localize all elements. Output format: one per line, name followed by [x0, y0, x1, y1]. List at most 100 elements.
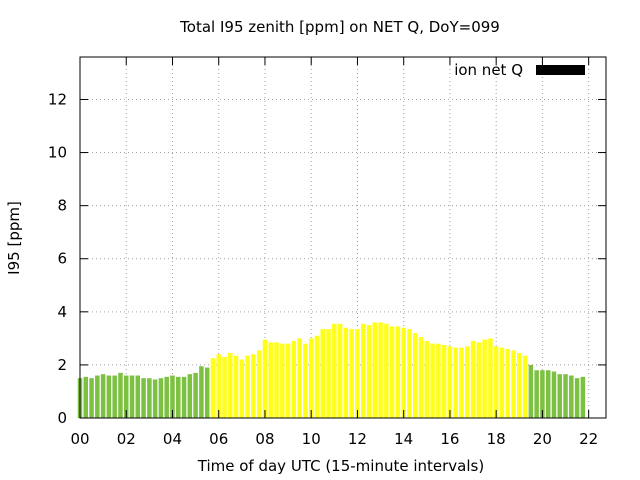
bar [239, 359, 245, 418]
bar [401, 327, 406, 418]
bar [158, 378, 164, 418]
y-tick-label: 0 [57, 409, 67, 427]
bar [204, 367, 210, 418]
bars [77, 322, 586, 419]
bar [482, 339, 487, 418]
bar [511, 350, 516, 418]
bar [534, 370, 539, 418]
bar [106, 375, 112, 418]
bar [389, 326, 395, 418]
bar [551, 371, 557, 418]
bar [152, 379, 158, 418]
bar [360, 323, 366, 418]
legend-label: ion net Q [454, 61, 523, 79]
x-tick-label: 14 [394, 430, 413, 448]
bar [83, 376, 89, 418]
bar [574, 378, 580, 418]
bar [123, 375, 129, 418]
bar [297, 338, 302, 418]
bar [465, 346, 470, 418]
bar [251, 354, 256, 418]
bar [95, 375, 100, 418]
y-tick-label: 12 [48, 90, 67, 108]
chart-title: Total I95 zenith [ppm] on NET Q, DoY=099 [179, 18, 500, 36]
bar [522, 355, 528, 418]
legend: ion net Q [454, 61, 585, 79]
x-tick-label: 12 [348, 430, 367, 448]
bar [210, 358, 216, 418]
x-tick-label: 10 [302, 430, 321, 448]
bar [326, 329, 331, 418]
bar [436, 343, 441, 418]
bar [447, 346, 453, 418]
bar [337, 323, 343, 418]
x-tick-label: 20 [533, 430, 552, 448]
y-tick-label: 6 [57, 250, 67, 268]
bar [170, 375, 175, 418]
x-tick-label: 22 [579, 430, 598, 448]
bar [176, 376, 181, 418]
bar [285, 343, 291, 418]
legend-swatch [536, 65, 585, 75]
bar [580, 376, 586, 418]
bar [366, 325, 372, 418]
bar [118, 372, 123, 419]
bar [505, 348, 510, 418]
bar [499, 347, 505, 418]
bar [430, 343, 435, 418]
bar [291, 341, 297, 418]
bar [470, 341, 476, 418]
bar [89, 378, 94, 418]
y-tick-label: 8 [57, 197, 67, 215]
bar [441, 345, 447, 418]
bar [303, 343, 308, 418]
bar [193, 372, 198, 419]
bar [384, 323, 389, 418]
bar [459, 347, 464, 418]
bar [100, 374, 106, 418]
bar [517, 352, 522, 418]
bar [563, 374, 568, 418]
bar [129, 375, 135, 418]
plot-frame [79, 56, 607, 419]
bar [320, 329, 326, 418]
bar [141, 378, 146, 418]
bar [274, 342, 279, 418]
x-tick-label: 06 [209, 430, 228, 448]
bar [164, 376, 169, 418]
x-tick-label: 18 [487, 430, 506, 448]
bar [453, 347, 458, 418]
bar [228, 352, 233, 418]
bar [314, 335, 320, 418]
bar [233, 355, 239, 418]
bar [308, 338, 314, 418]
bar [222, 356, 227, 418]
x-tick-label: 00 [70, 430, 89, 448]
bar [528, 364, 534, 418]
bar [147, 378, 152, 418]
x-tick-label: 04 [163, 430, 182, 448]
bar [245, 355, 250, 418]
bar [540, 370, 545, 418]
bar [407, 329, 412, 418]
y-tick-label: 4 [57, 303, 67, 321]
bar [135, 375, 141, 418]
bar [343, 327, 349, 418]
bar [418, 337, 424, 418]
bar [545, 370, 551, 418]
x-tick-label: 16 [440, 430, 459, 448]
y-axis-label: I95 [ppm] [5, 201, 23, 275]
x-tick-label: 08 [255, 430, 274, 448]
bar [216, 354, 221, 418]
bar [569, 375, 574, 418]
bar [476, 342, 482, 418]
y-tick-label: 10 [48, 144, 67, 162]
bar [355, 329, 360, 418]
bar [280, 343, 285, 418]
bar [395, 326, 401, 418]
bar [413, 333, 418, 418]
bar [557, 374, 563, 418]
bar [349, 329, 354, 418]
